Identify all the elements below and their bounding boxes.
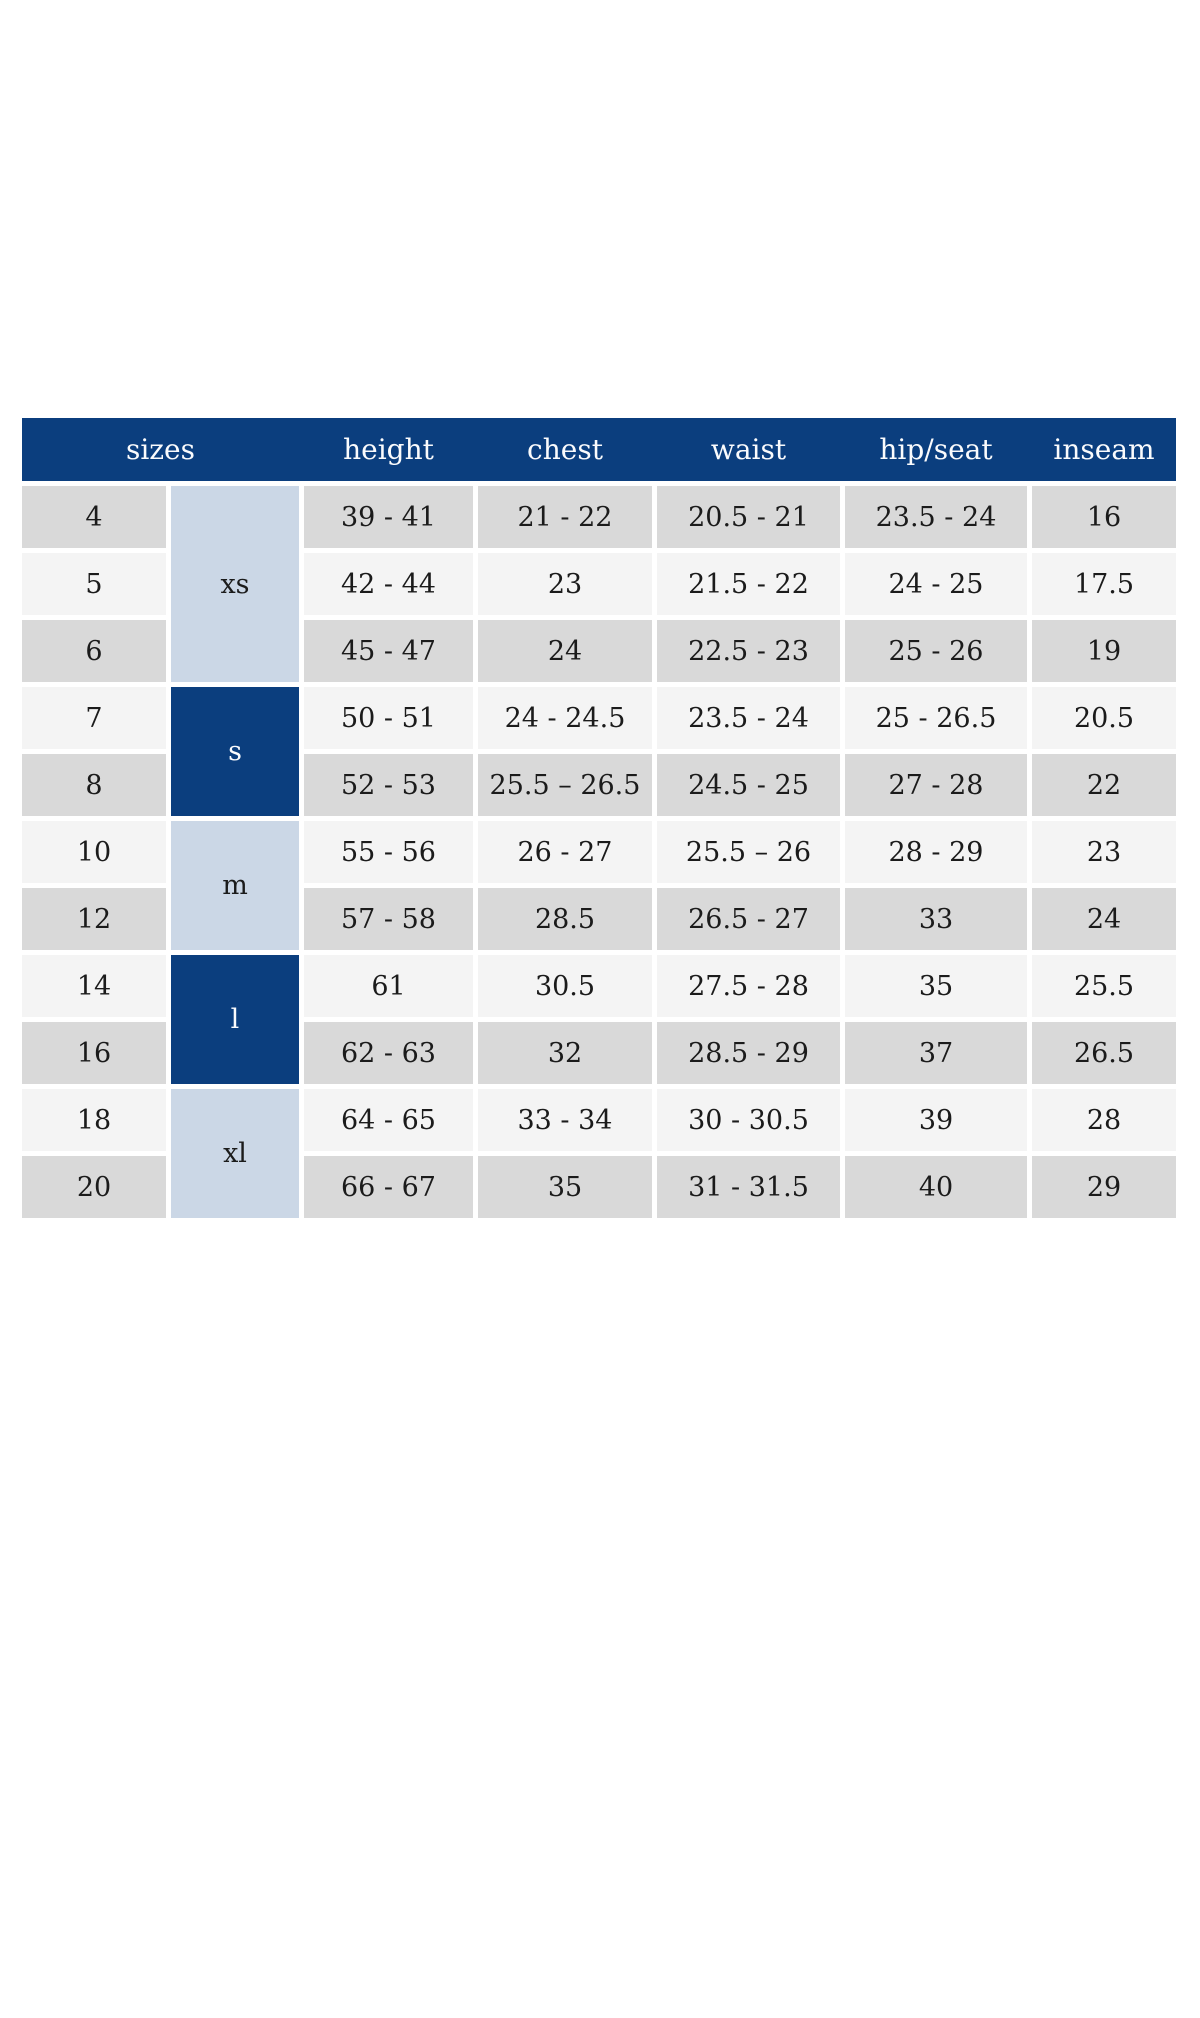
height-cell: 45 - 47 [304, 620, 473, 682]
waist-cell: 26.5 - 27 [657, 888, 840, 950]
inseam-cell: 19 [1032, 620, 1176, 682]
height-cell: 50 - 51 [304, 687, 473, 749]
size-cell: 10 [22, 821, 166, 883]
size-group-cell-s: s [171, 687, 299, 816]
hip-seat-cell: 24 - 25 [845, 553, 1027, 615]
size-group-cell-m: m [171, 821, 299, 950]
hip-seat-cell: 40 [845, 1156, 1027, 1218]
inseam-cell: 23 [1032, 821, 1176, 883]
hip-seat-cell: 33 [845, 888, 1027, 950]
inseam-cell: 25.5 [1032, 955, 1176, 1017]
height-cell: 66 - 67 [304, 1156, 473, 1218]
inseam-cell: 20.5 [1032, 687, 1176, 749]
inseam-cell: 28 [1032, 1089, 1176, 1151]
chest-cell: 30.5 [478, 955, 652, 1017]
chest-cell: 26 - 27 [478, 821, 652, 883]
inseam-cell: 17.5 [1032, 553, 1176, 615]
waist-cell: 30 - 30.5 [657, 1089, 840, 1151]
height-cell: 39 - 41 [304, 486, 473, 548]
hip-seat-cell: 23.5 - 24 [845, 486, 1027, 548]
column-header-chest: chest [527, 433, 603, 466]
waist-cell: 24.5 - 25 [657, 754, 840, 816]
waist-cell: 27.5 - 28 [657, 955, 840, 1017]
waist-cell: 31 - 31.5 [657, 1156, 840, 1218]
height-cell: 55 - 56 [304, 821, 473, 883]
chest-cell: 23 [478, 553, 652, 615]
size-group-cell-xs: xs [171, 486, 299, 682]
height-cell: 61 [304, 955, 473, 1017]
height-cell: 64 - 65 [304, 1089, 473, 1151]
size-cell: 20 [22, 1156, 166, 1218]
column-header-sizes: sizes [125, 433, 195, 466]
size-cell: 8 [22, 754, 166, 816]
height-cell: 52 - 53 [304, 754, 473, 816]
height-cell: 57 - 58 [304, 888, 473, 950]
hip-seat-cell: 39 [845, 1089, 1027, 1151]
hip-seat-cell: 25 - 26 [845, 620, 1027, 682]
height-cell: 42 - 44 [304, 553, 473, 615]
chest-cell: 24 - 24.5 [478, 687, 652, 749]
inseam-cell: 24 [1032, 888, 1176, 950]
inseam-cell: 16 [1032, 486, 1176, 548]
size-group-cell-xl: xl [171, 1089, 299, 1218]
chest-cell: 25.5 – 26.5 [478, 754, 652, 816]
height-cell: 62 - 63 [304, 1022, 473, 1084]
size-cell: 14 [22, 955, 166, 1017]
column-header-hip-seat: hip/seat [879, 433, 993, 466]
size-cell: 4 [22, 486, 166, 548]
chest-cell: 28.5 [478, 888, 652, 950]
column-header-waist: waist [710, 433, 787, 466]
chest-cell: 21 - 22 [478, 486, 652, 548]
size-cell: 6 [22, 620, 166, 682]
size-group-cell-l: l [171, 955, 299, 1084]
table-header-row: sizes height chest waist hip/seat inseam [22, 418, 1176, 481]
hip-seat-cell: 25 - 26.5 [845, 687, 1027, 749]
inseam-cell: 29 [1032, 1156, 1176, 1218]
size-cell: 12 [22, 888, 166, 950]
chest-cell: 35 [478, 1156, 652, 1218]
waist-cell: 22.5 - 23 [657, 620, 840, 682]
waist-cell: 23.5 - 24 [657, 687, 840, 749]
size-cell: 16 [22, 1022, 166, 1084]
hip-seat-cell: 27 - 28 [845, 754, 1027, 816]
size-cell: 18 [22, 1089, 166, 1151]
waist-cell: 20.5 - 21 [657, 486, 840, 548]
waist-cell: 25.5 – 26 [657, 821, 840, 883]
hip-seat-cell: 37 [845, 1022, 1027, 1084]
size-chart-table: sizes height chest waist hip/seat inseam… [22, 418, 1176, 1218]
hip-seat-cell: 28 - 29 [845, 821, 1027, 883]
inseam-cell: 26.5 [1032, 1022, 1176, 1084]
waist-cell: 28.5 - 29 [657, 1022, 840, 1084]
size-cell: 7 [22, 687, 166, 749]
inseam-cell: 22 [1032, 754, 1176, 816]
size-cell: 5 [22, 553, 166, 615]
chest-cell: 24 [478, 620, 652, 682]
chest-cell: 33 - 34 [478, 1089, 652, 1151]
hip-seat-cell: 35 [845, 955, 1027, 1017]
waist-cell: 21.5 - 22 [657, 553, 840, 615]
column-header-inseam: inseam [1053, 433, 1155, 466]
column-header-height: height [343, 433, 434, 466]
chest-cell: 32 [478, 1022, 652, 1084]
